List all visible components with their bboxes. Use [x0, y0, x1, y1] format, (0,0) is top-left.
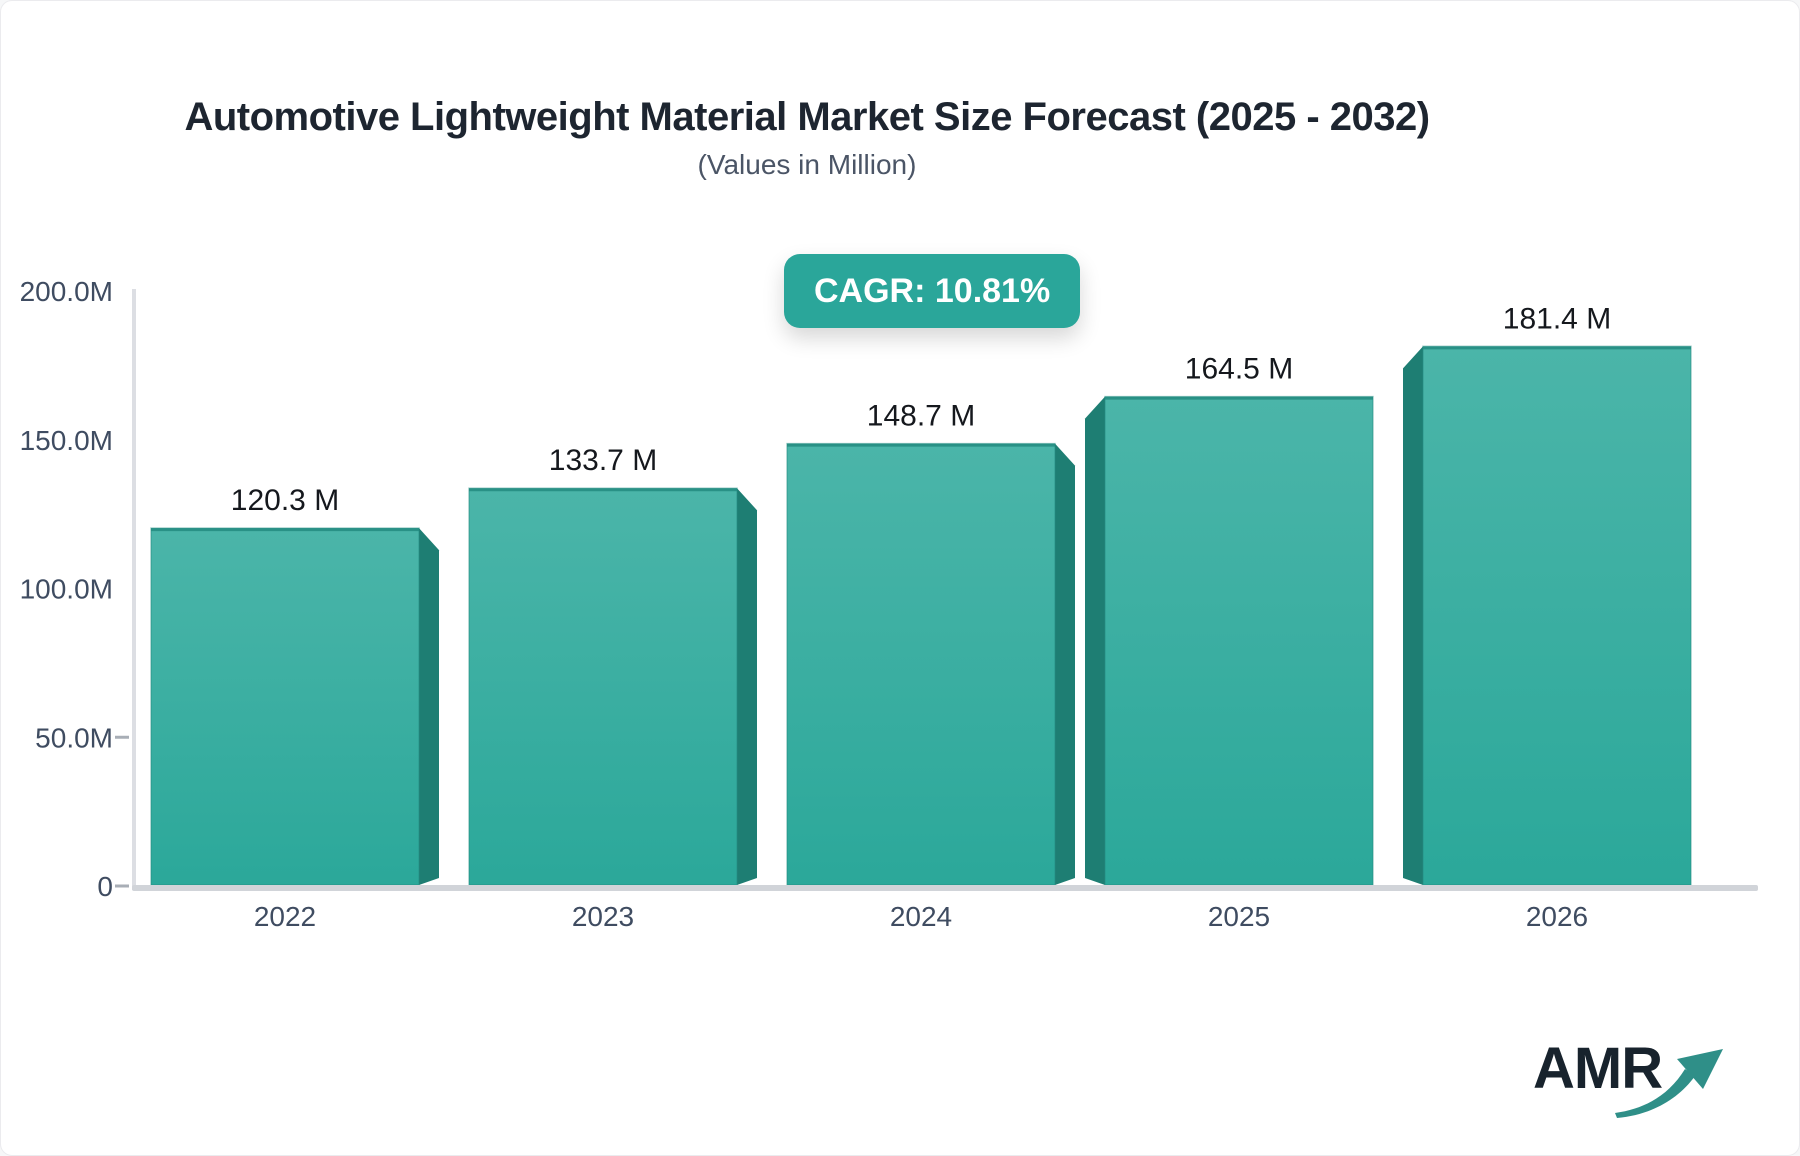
bar-2025 [1104, 395, 1374, 886]
value-label-2024: 148.7 M [867, 400, 975, 433]
y-tick-label-200.0M: 200.0M [20, 276, 113, 307]
bar-2024 [786, 442, 1056, 886]
bar-2026 [1422, 345, 1692, 886]
y-tick-label-50.0M: 50.0M [35, 722, 113, 753]
value-label-2025: 164.5 M [1185, 353, 1293, 386]
bar-side-2023 [737, 488, 757, 885]
value-label-2023: 133.7 M [549, 444, 657, 477]
bar-side-2025 [1085, 396, 1105, 885]
cagr-badge: CAGR: 10.81% [784, 254, 1081, 328]
bar-side-2022 [419, 528, 439, 885]
y-tick-label-100.0M: 100.0M [20, 574, 113, 605]
x-tick-label-2022: 2022 [254, 901, 316, 932]
x-baseline [132, 885, 1758, 891]
chart-subtitle: (Values in Million) [697, 149, 917, 180]
amr-logo: AMR [1533, 1035, 1723, 1125]
y-tick-label-0: 0 [97, 871, 113, 902]
growth-arrow-icon [1615, 1049, 1723, 1118]
x-tick-label-2025: 2025 [1208, 901, 1270, 932]
x-tick-label-2024: 2024 [890, 901, 952, 932]
bar-side-2024 [1055, 443, 1075, 885]
amr-logo-text: AMR [1533, 1036, 1663, 1101]
x-tick-label-2026: 2026 [1526, 901, 1588, 932]
x-tick-label-2023: 2023 [572, 901, 634, 932]
bar-2023 [468, 487, 738, 886]
bar-side-2026 [1403, 346, 1423, 886]
bar-2022 [150, 527, 420, 886]
chart-title: Automotive Lightweight Material Market S… [184, 95, 1430, 139]
y-tick-label-150.0M: 150.0M [20, 425, 113, 456]
value-label-2026: 181.4 M [1503, 302, 1611, 335]
value-label-2022: 120.3 M [231, 484, 339, 517]
